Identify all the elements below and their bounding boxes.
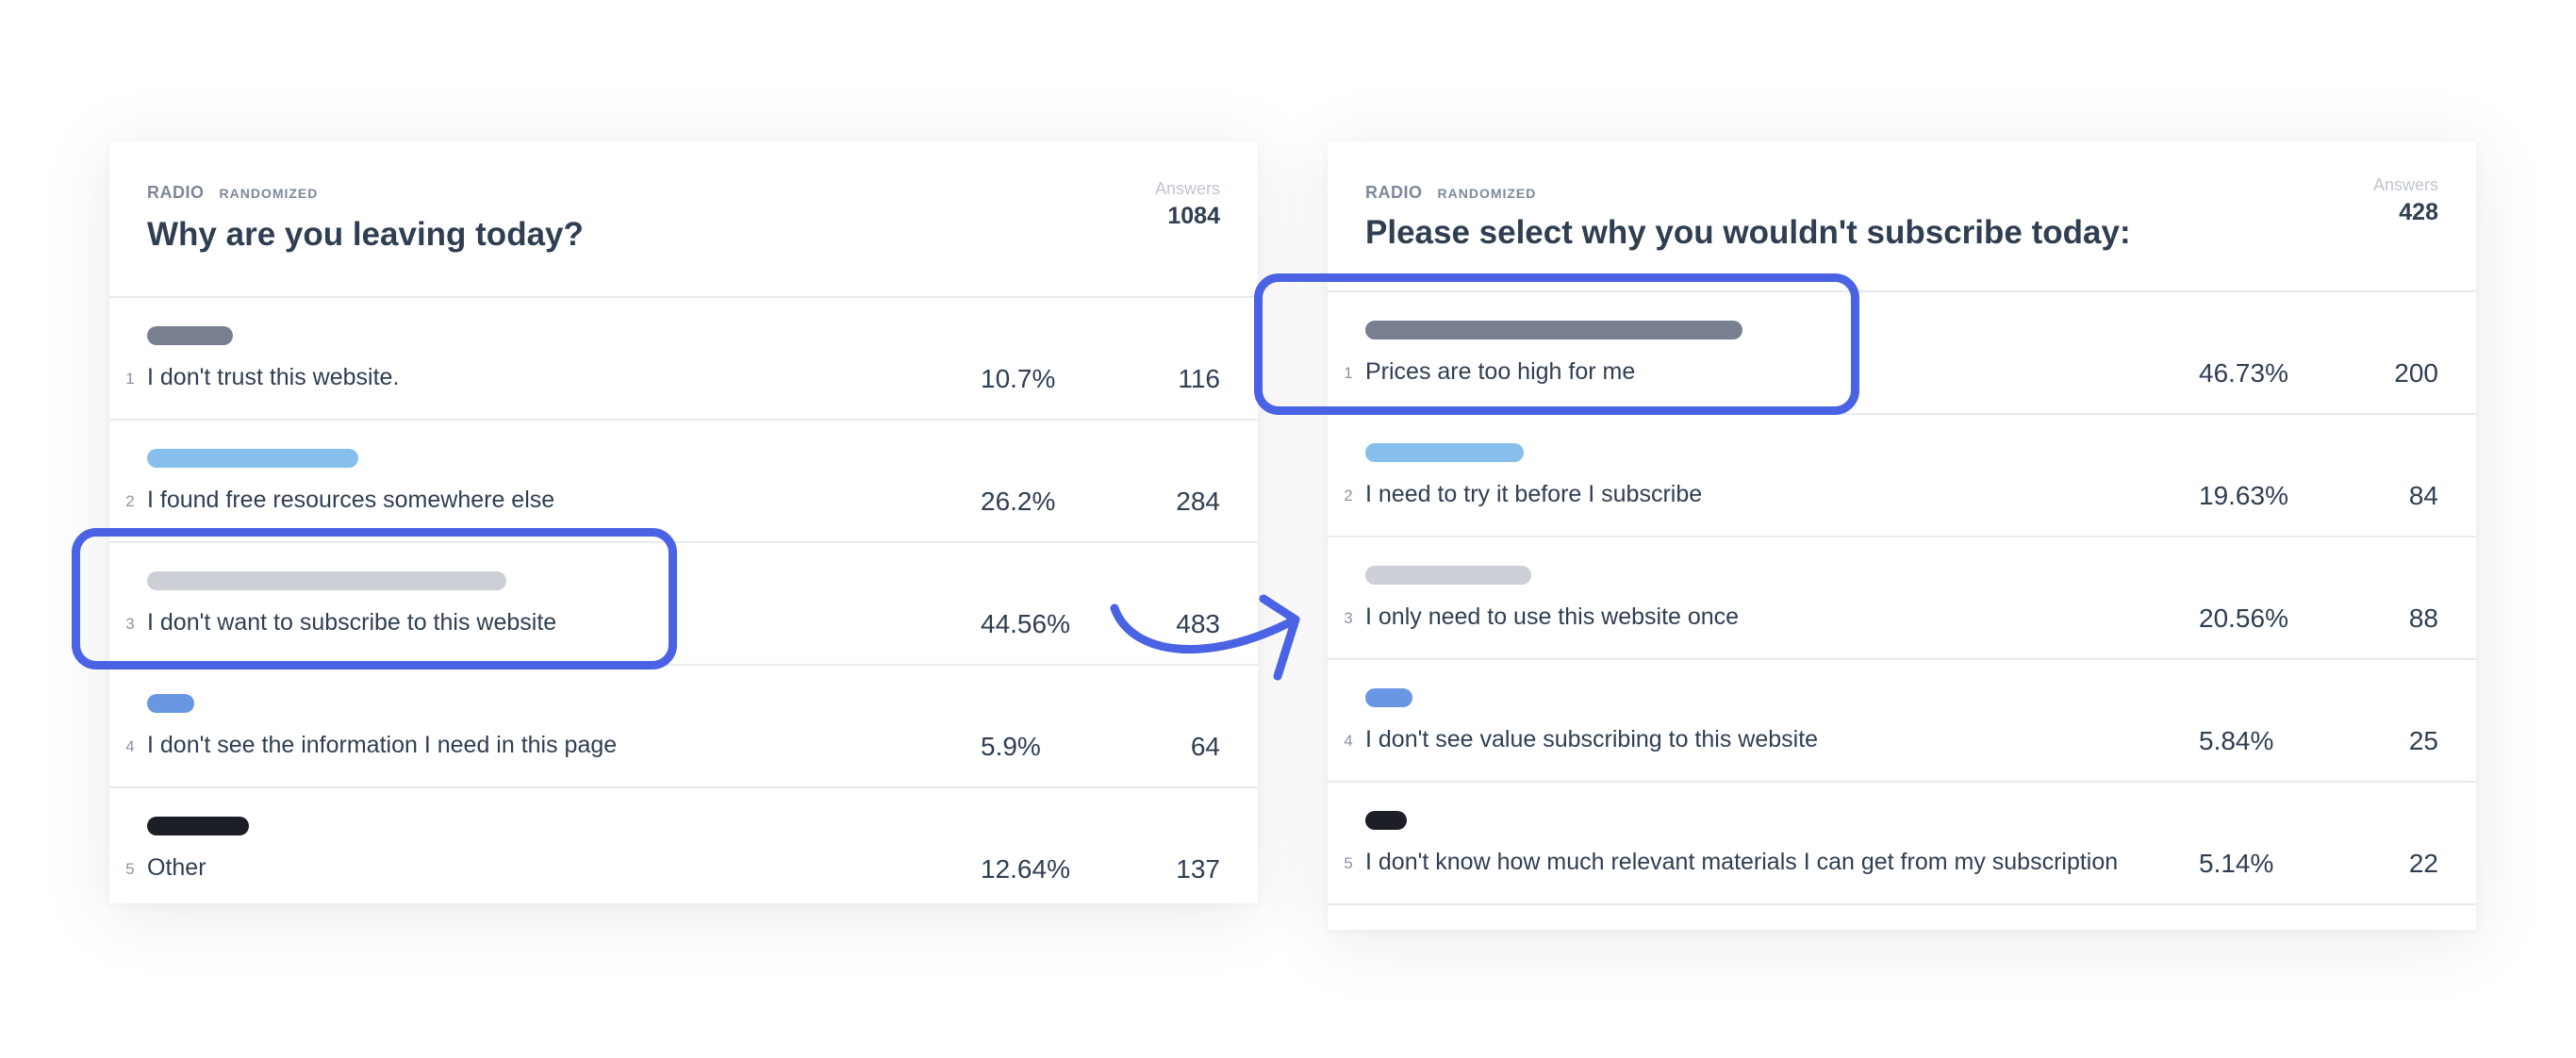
answer-row: 3 I only need to use this website once 2… <box>1328 537 2476 660</box>
card-header: RADIO RANDOMIZED Why are you leaving tod… <box>109 141 1258 298</box>
answer-index: 1 <box>125 370 135 388</box>
answer-index: 5 <box>125 860 135 878</box>
answer-index: 1 <box>1344 364 1353 382</box>
answer-bar <box>1365 566 1531 585</box>
answer-percent: 44.56% <box>981 609 1070 638</box>
answer-index: 2 <box>1344 487 1353 504</box>
answer-count: 483 <box>1176 609 1220 638</box>
answer-count: 116 <box>1178 364 1220 393</box>
answer-label: I only need to use this website once <box>1365 603 1740 630</box>
answers-count: 428 <box>2399 199 2438 225</box>
answer-row: 1 I don't trust this website. 10.7% 116 <box>109 298 1258 421</box>
answer-bar <box>147 571 506 590</box>
answers-summary: Answers 1084 <box>1155 179 1220 230</box>
answer-percent: 12.64% <box>981 854 1070 884</box>
answer-percent: 5.9% <box>981 732 1041 761</box>
answer-row: 4 I don't see the information I need in … <box>109 666 1258 788</box>
answer-count: 84 <box>2408 481 2438 510</box>
randomized-tag: RANDOMIZED <box>1437 186 1537 201</box>
answer-row: 2 I found free resources somewhere else … <box>109 421 1258 543</box>
answer-percent: 19.63% <box>2199 481 2288 510</box>
answer-row: 5 Other 12.64% 137 <box>109 788 1258 911</box>
question-tags: RADIO RANDOMIZED <box>147 183 1220 203</box>
answer-bar <box>1365 688 1412 707</box>
connector-arrow-icon <box>1110 594 1300 681</box>
answer-count: 200 <box>2394 358 2438 388</box>
answers-summary: Answers 428 <box>2373 175 2438 226</box>
answer-bar <box>147 449 358 468</box>
answer-index: 2 <box>125 492 135 510</box>
answer-row: 2 I need to try it before I subscribe 19… <box>1328 415 2476 537</box>
answer-list: 1 Prices are too high for me 46.73% 200 … <box>1328 292 2476 905</box>
answer-label: I need to try it before I subscribe <box>1365 481 1703 507</box>
survey-card-leaving: RADIO RANDOMIZED Why are you leaving tod… <box>109 141 1258 903</box>
answer-index: 4 <box>1344 732 1353 750</box>
answers-label: Answers <box>1154 179 1220 198</box>
answer-count: 88 <box>2408 603 2438 633</box>
answer-count: 64 <box>1190 732 1220 761</box>
answer-bar <box>147 694 194 713</box>
answers-label: Answers <box>2372 175 2438 194</box>
answer-index: 4 <box>125 737 135 755</box>
answer-label: I found free resources somewhere else <box>147 487 555 513</box>
answer-label: I don't know how much relevant materials… <box>1365 849 2119 875</box>
answer-row: 4 I don't see value subscribing to this … <box>1328 660 2476 783</box>
question-tags: RADIO RANDOMIZED <box>1365 183 2438 203</box>
answer-percent: 5.14% <box>2199 849 2274 878</box>
answer-percent: 20.56% <box>2199 603 2288 633</box>
answer-count: 22 <box>2408 849 2438 878</box>
answer-count: 137 <box>1176 854 1220 884</box>
answer-percent: 46.73% <box>2199 358 2288 388</box>
answer-row: 5 I don't know how much relevant materia… <box>1328 783 2476 905</box>
randomized-tag: RANDOMIZED <box>219 186 319 201</box>
answer-index: 5 <box>1344 854 1353 872</box>
question-type-tag: RADIO <box>1365 183 1423 202</box>
answer-bar <box>147 326 233 345</box>
answer-bar <box>1365 811 1407 830</box>
question-title: Why are you leaving today? <box>147 216 584 253</box>
answer-count: 284 <box>1176 487 1220 516</box>
answer-label: Other <box>147 854 206 881</box>
answer-percent: 26.2% <box>981 487 1056 516</box>
card-header: RADIO RANDOMIZED Please select why you w… <box>1328 141 2476 292</box>
answer-row: 3 I don't want to subscribe to this webs… <box>109 543 1258 666</box>
answer-percent: 5.84% <box>2199 726 2274 755</box>
survey-card-subscribe: RADIO RANDOMIZED Please select why you w… <box>1328 141 2476 930</box>
answer-label: I don't want to subscribe to this websit… <box>147 609 557 636</box>
answer-label: I don't trust this website. <box>147 364 400 390</box>
answer-count: 25 <box>2408 726 2438 755</box>
answer-index: 3 <box>125 615 135 633</box>
answer-bar <box>147 817 249 835</box>
answer-index: 3 <box>1344 609 1353 627</box>
answer-bar <box>1365 321 1742 339</box>
answer-row: 1 Prices are too high for me 46.73% 200 <box>1328 292 2476 415</box>
answer-label: I don't see value subscribing to this we… <box>1365 726 1819 752</box>
answer-percent: 10.7% <box>981 364 1056 393</box>
answer-label: Prices are too high for me <box>1365 358 1636 385</box>
answer-bar <box>1365 443 1524 462</box>
answer-list: 1 I don't trust this website. 10.7% 116 … <box>109 298 1258 911</box>
question-title: Please select why you wouldn't subscribe… <box>1365 214 2131 251</box>
answers-count: 1084 <box>1167 203 1220 229</box>
question-type-tag: RADIO <box>147 183 205 202</box>
answer-label: I don't see the information I need in th… <box>147 732 618 758</box>
